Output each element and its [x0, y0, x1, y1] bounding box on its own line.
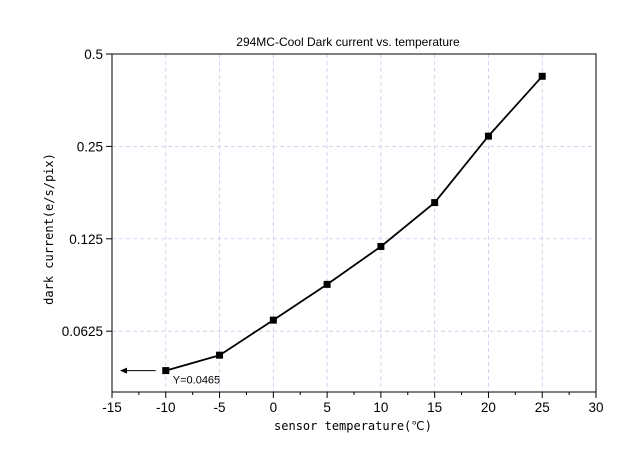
annotation-label: Y=0.0465	[173, 375, 220, 387]
y-tick-label: 0.5	[84, 47, 103, 62]
data-point-marker	[162, 367, 170, 375]
data-point-marker	[269, 316, 277, 324]
data-point-marker	[538, 72, 546, 80]
x-axis: -15 -10 -5 0 5 10 15 20 25 30	[102, 392, 604, 415]
x-tick-label: 5	[323, 400, 331, 415]
x-tick-label: 0	[270, 400, 278, 415]
x-axis-label: sensor temperature(℃)	[274, 419, 432, 433]
x-tick-label: 15	[427, 400, 442, 415]
series-line	[162, 72, 546, 375]
annotation-arrowhead	[120, 367, 127, 374]
x-tick-label: -15	[102, 400, 122, 415]
x-tick-label: -5	[214, 400, 226, 415]
plot-frame	[111, 53, 597, 393]
data-point-marker	[484, 132, 492, 140]
y-tick-label: 0.25	[77, 139, 103, 154]
x-tick-label: -10	[156, 400, 176, 415]
data-point-marker	[431, 199, 439, 207]
x-tick-label: 25	[535, 400, 550, 415]
x-tick-label: 30	[588, 400, 603, 415]
y-tick-label: 0.0625	[62, 324, 103, 339]
data-point-marker	[323, 280, 331, 288]
annotation: Y=0.0465	[120, 367, 220, 387]
grid	[112, 53, 596, 392]
chart-title: 294MC-Cool Dark current vs. temperature	[236, 35, 460, 49]
y-axis-label: dark current(e/s/pix)	[42, 153, 56, 305]
data-line	[165, 75, 543, 372]
y-tick-label: 0.125	[69, 232, 103, 247]
x-tick-label: 10	[373, 400, 388, 415]
x-tick-label: 20	[481, 400, 496, 415]
data-point-marker	[216, 351, 224, 359]
y-axis: 0.0625 0.125 0.25 0.5	[62, 47, 112, 339]
data-point-marker	[377, 242, 385, 250]
